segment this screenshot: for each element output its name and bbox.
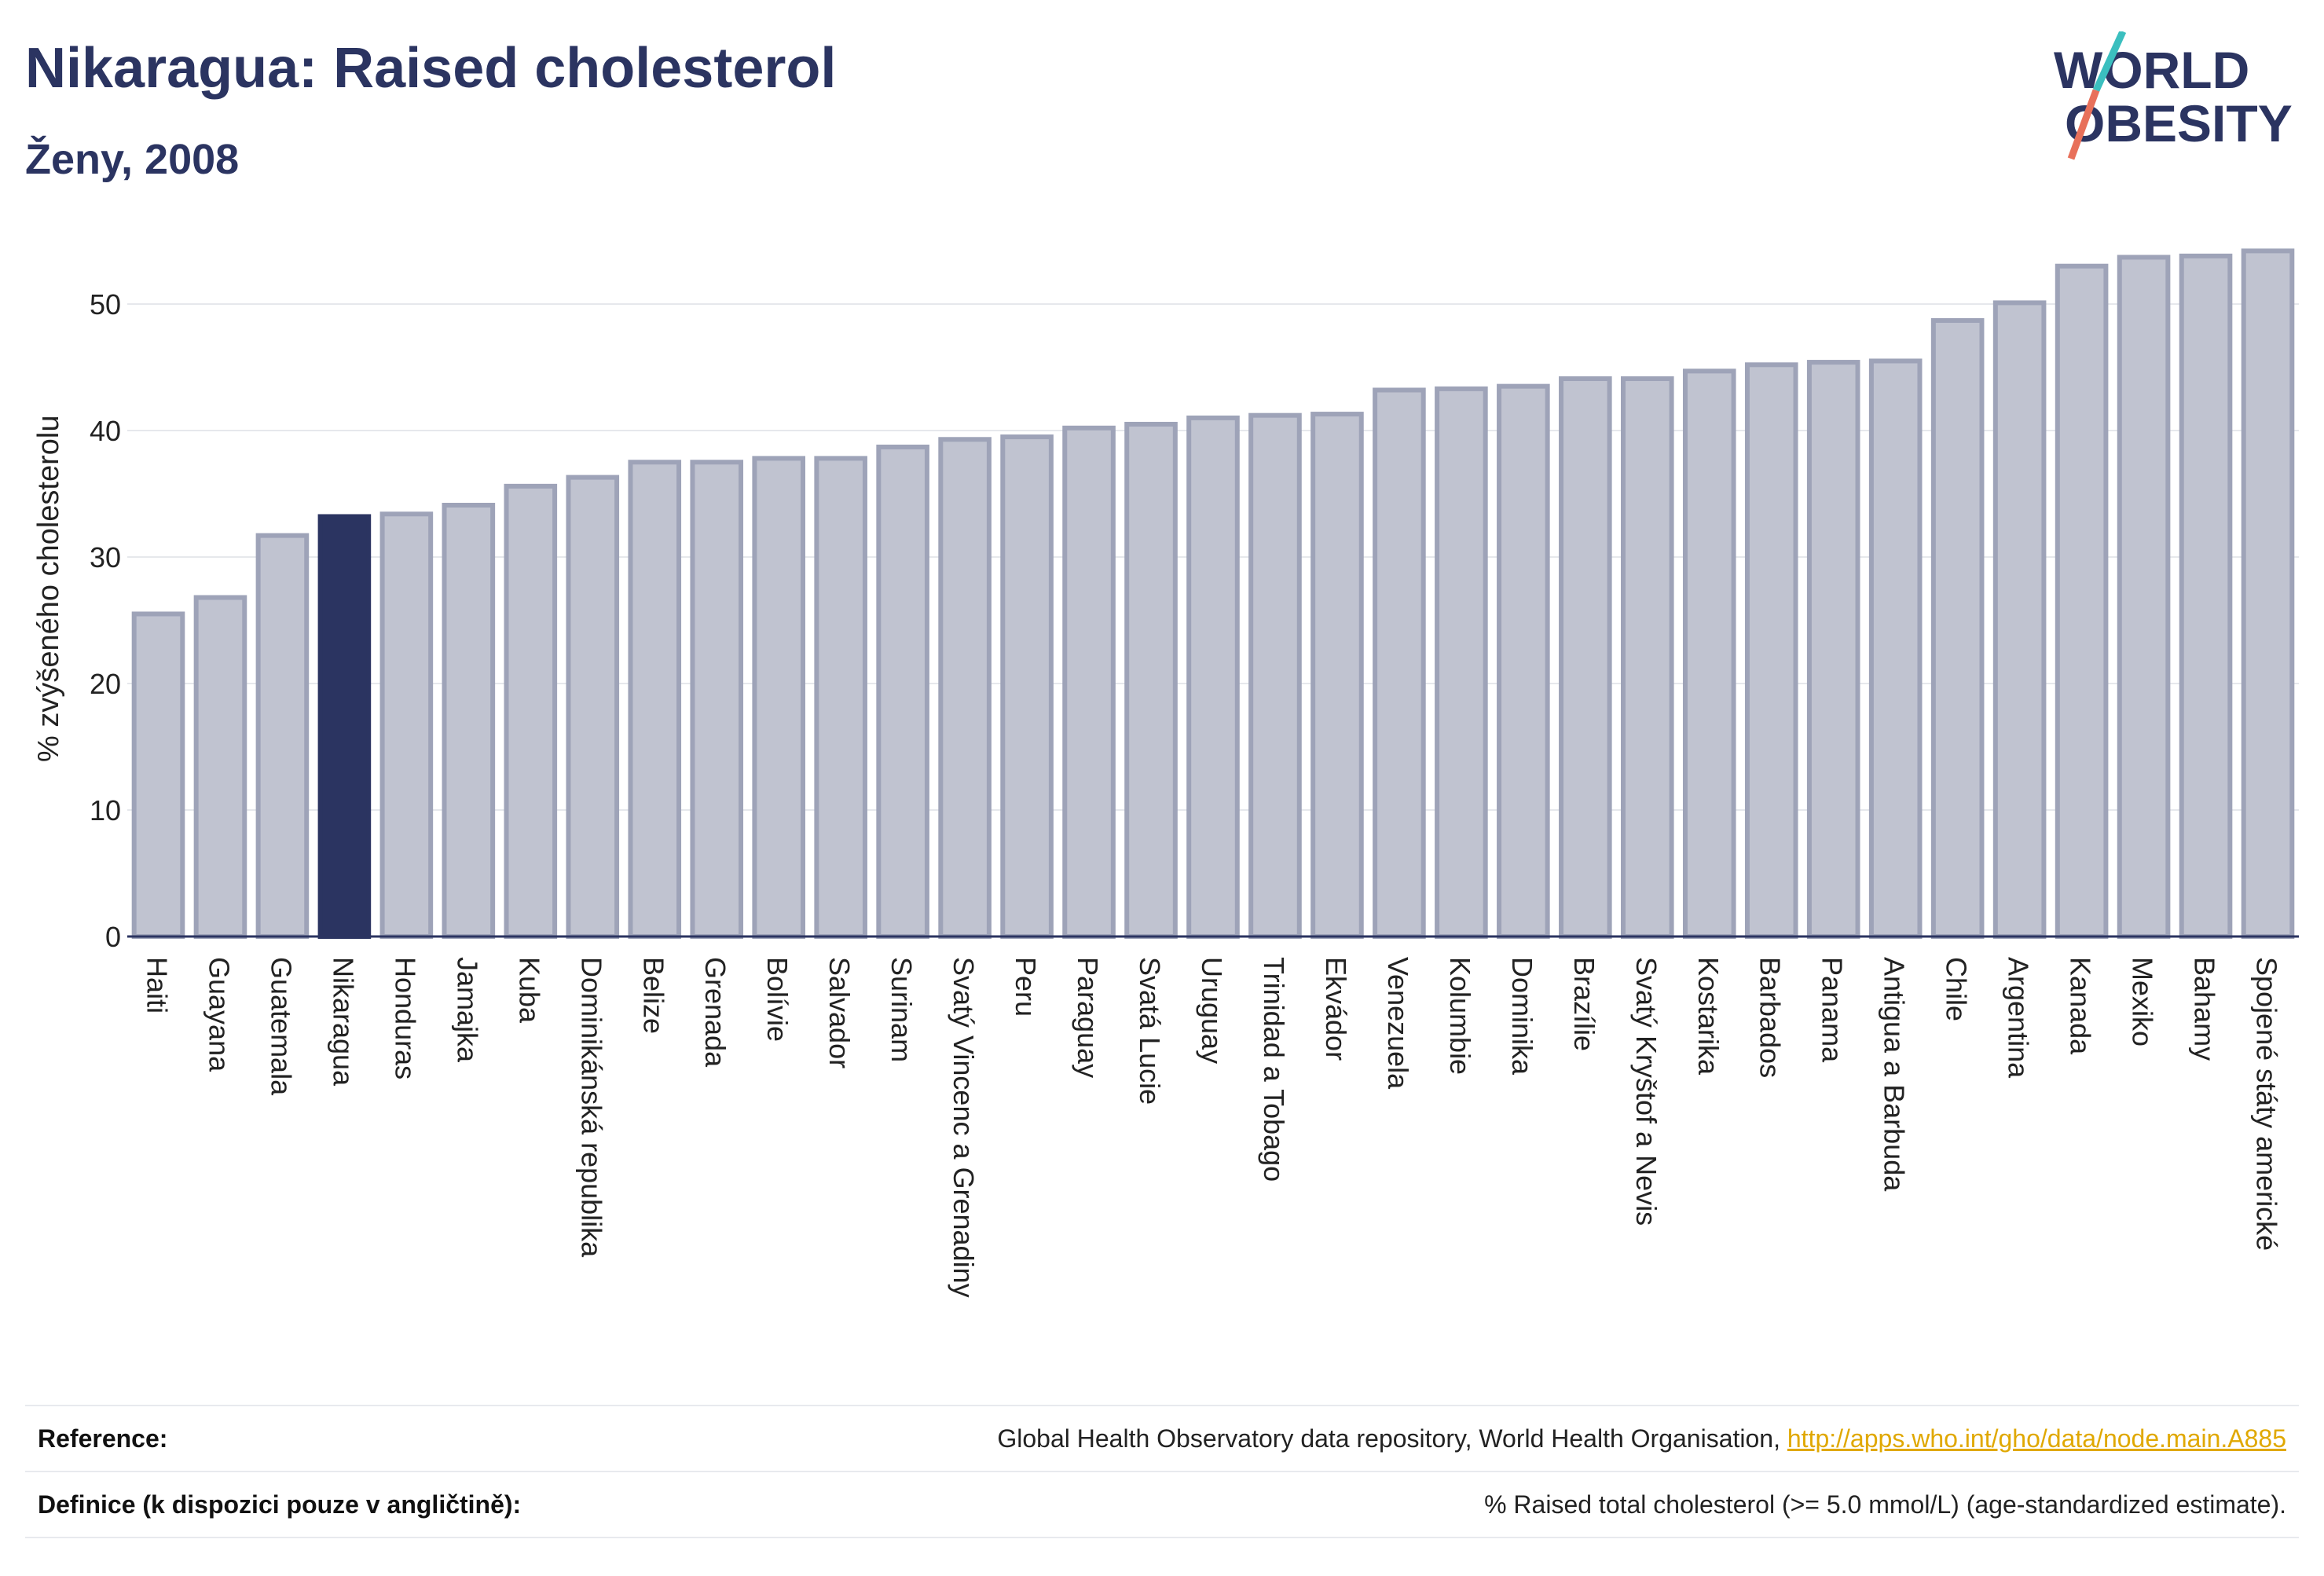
x-tick-label: Guayana	[203, 957, 235, 1072]
bar	[193, 595, 247, 940]
x-tick-label: Belize	[637, 957, 669, 1034]
x-tick-label: Surinam	[885, 957, 918, 1062]
x-tick-label: Svatá Lucie	[1134, 957, 1166, 1105]
x-tick-label: Nikaragua	[327, 957, 359, 1087]
bar	[317, 514, 372, 939]
x-tick-label: Peru	[1010, 957, 1042, 1017]
x-tick-label: Kanada	[2065, 957, 2097, 1055]
y-axis-ticks: 0 10 20 30 40 50	[90, 288, 121, 953]
x-tick-label: Grenada	[699, 957, 731, 1068]
x-tick-label: Kuba	[513, 957, 545, 1024]
bar	[2179, 253, 2233, 939]
y-tick-label: 30	[90, 541, 121, 574]
logo-slash-coral	[2067, 89, 2100, 160]
bar	[1868, 358, 1923, 939]
bar	[566, 475, 620, 939]
logo-line2: OBESITY	[2065, 94, 2293, 152]
x-tick-label: Spojené státy americké	[2251, 957, 2283, 1251]
bar	[876, 444, 929, 939]
bar	[1062, 425, 1116, 939]
bar	[1248, 412, 1302, 939]
bar	[1310, 412, 1364, 939]
reference-row: Reference: Global Health Observatory dat…	[25, 1405, 2299, 1471]
world-obesity-logo: WORLD OBESITY	[2054, 31, 2293, 160]
bar	[1992, 300, 2047, 939]
y-tick-label: 50	[90, 288, 121, 321]
x-tick-label: Svatý Kryštof a Nevis	[1630, 957, 1662, 1226]
x-tick-label: Antigua a Barbuda	[1879, 957, 1911, 1192]
bar	[1930, 317, 1985, 939]
bar	[1124, 421, 1178, 939]
definition-value: % Raised total cholesterol (>= 5.0 mmol/…	[1484, 1490, 2286, 1519]
y-tick-label: 10	[90, 794, 121, 826]
x-tick-label: Barbados	[1754, 957, 1787, 1078]
x-tick-label: Brazílie	[1568, 957, 1600, 1051]
y-tick-label: 20	[90, 668, 121, 700]
bar	[1497, 383, 1550, 939]
bar	[255, 533, 310, 939]
y-axis-label: % zvýšeného cholesterolu	[32, 416, 65, 762]
x-tick-label: Haiti	[141, 957, 173, 1013]
x-tick-label: Guatemala	[265, 957, 297, 1096]
bar	[379, 511, 434, 939]
reference-label: Reference:	[38, 1424, 168, 1453]
x-tick-label: Venezuela	[1382, 957, 1414, 1090]
x-tick-label: Argentina	[2003, 957, 2035, 1079]
x-tick-label: Kolumbie	[1444, 957, 1476, 1075]
definition-label: Definice (k dispozici pouze v angličtině…	[38, 1490, 522, 1519]
y-tick-label: 0	[105, 921, 121, 953]
bar	[2117, 255, 2171, 939]
bar	[690, 460, 744, 939]
x-tick-label: Jamajka	[451, 957, 483, 1063]
logo-slash-teal	[2092, 31, 2127, 92]
bar	[1806, 360, 1860, 939]
x-tick-label: Salvador	[823, 957, 856, 1068]
x-tick-label: Paraguay	[1072, 957, 1104, 1078]
x-tick-label: Dominikánská republika	[575, 957, 607, 1258]
bar	[752, 456, 805, 939]
footer-table: Reference: Global Health Observatory dat…	[25, 1405, 2299, 1538]
bar	[2055, 263, 2109, 939]
chart-title: Nikaragua: Raised cholesterol	[25, 37, 837, 100]
y-tick-label: 40	[90, 415, 121, 447]
x-tick-label: Panama	[1816, 957, 1849, 1063]
x-tick-label: Mexiko	[2127, 957, 2159, 1046]
x-tick-label: Trinidad a Tobago	[1258, 957, 1290, 1182]
bar	[504, 483, 558, 939]
bar	[814, 456, 867, 939]
bar	[1559, 376, 1612, 939]
reference-value: Global Health Observatory data repositor…	[997, 1424, 2286, 1453]
definition-row: Definice (k dispozici pouze v angličtině…	[25, 1471, 2299, 1538]
bar	[1744, 362, 1798, 939]
bar	[628, 460, 682, 939]
bar	[2241, 248, 2295, 939]
bar	[1621, 376, 1674, 939]
bar	[1186, 415, 1240, 939]
bar	[131, 611, 185, 939]
bar	[1435, 386, 1488, 939]
bar	[1000, 434, 1054, 939]
x-tick-label: Uruguay	[1196, 957, 1228, 1064]
bars	[131, 248, 2295, 940]
reference-link[interactable]: http://apps.who.int/gho/data/node.main.A…	[1787, 1424, 2286, 1453]
bar	[442, 502, 496, 939]
x-tick-label: Dominika	[1506, 957, 1538, 1076]
bar-chart: 0 10 20 30 40 50 Haiti Guayana Guatemala Nikarag…	[32, 248, 2299, 1298]
x-tick-label: Honduras	[389, 957, 421, 1079]
bar	[1373, 387, 1426, 940]
bar	[1682, 368, 1736, 939]
x-axis-labels: Haiti Guayana Guatemala Nikaragua Honduras Ja…	[141, 957, 2282, 1298]
x-tick-label: Ekvádor	[1320, 957, 1352, 1061]
reference-text: Global Health Observatory data repositor…	[997, 1424, 1787, 1453]
bar	[938, 437, 992, 939]
x-tick-label: Bolívie	[761, 957, 794, 1042]
x-tick-label: Chile	[1941, 957, 1973, 1021]
x-tick-label: Svatý Vincenc a Grenadiny	[948, 957, 980, 1298]
logo-line1: WORLD	[2054, 41, 2249, 99]
x-tick-label: Bahamy	[2189, 957, 2221, 1061]
chart-subtitle: Ženy, 2008	[25, 136, 240, 183]
x-tick-label: Kostarika	[1692, 957, 1725, 1076]
